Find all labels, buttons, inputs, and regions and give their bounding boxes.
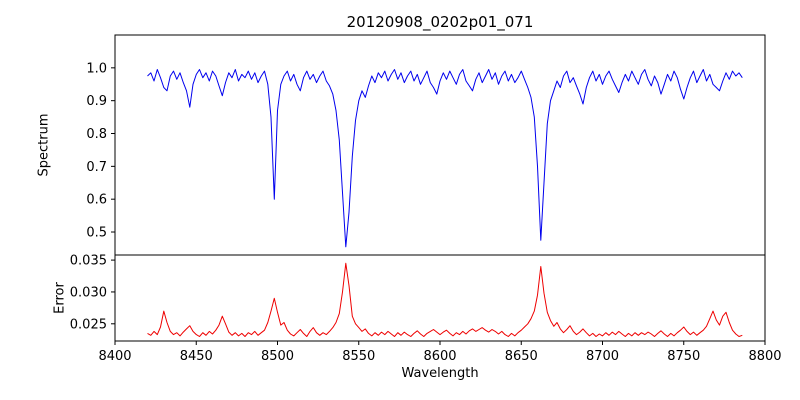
spectrum-y-tick-label: 0.9 xyxy=(86,94,107,109)
x-tick-label: 8700 xyxy=(586,349,619,364)
spectrum-y-tick-label: 0.8 xyxy=(86,127,107,142)
x-tick-label: 8400 xyxy=(98,349,131,364)
error-line xyxy=(147,262,743,337)
spectrum-panel-frame xyxy=(114,34,766,256)
spectrum-y-tick-label: 0.5 xyxy=(86,226,107,241)
spectrum-y-tick-label: 0.6 xyxy=(86,193,107,208)
error-y-tick-label: 0.030 xyxy=(70,285,107,300)
error-y-tick-label: 0.025 xyxy=(70,317,107,332)
x-tick-label: 8450 xyxy=(180,349,213,364)
x-tick-label: 8500 xyxy=(261,349,294,364)
spectrum-y-tick-label: 0.7 xyxy=(86,160,107,175)
x-axis-label: Wavelength xyxy=(401,366,479,381)
chart-title: 20120908_0202p01_071 xyxy=(346,13,534,31)
x-tick-label: 8750 xyxy=(667,349,700,364)
spectrum-y-tick-label: 1.0 xyxy=(86,61,107,76)
spectrum-line xyxy=(147,69,743,248)
x-tick-label: 8550 xyxy=(342,349,375,364)
x-tick-label: 8600 xyxy=(423,349,456,364)
x-tick-label: 8800 xyxy=(748,349,781,364)
error-y-tick-label: 0.035 xyxy=(70,254,107,269)
x-tick-label: 8650 xyxy=(505,349,538,364)
error-panel-frame xyxy=(114,254,766,342)
